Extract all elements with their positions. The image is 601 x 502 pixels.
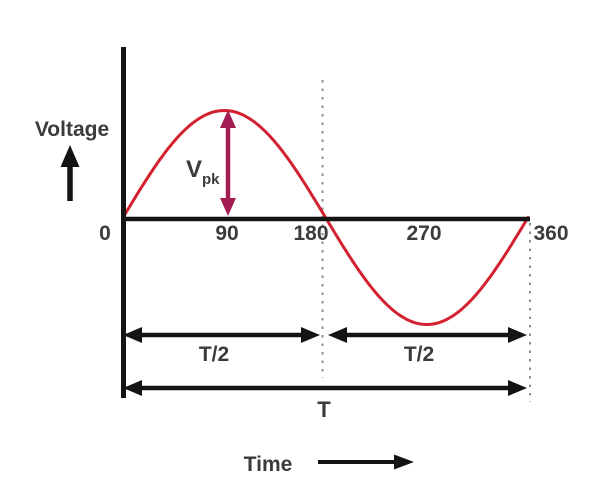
vpk-arrow-head-down-icon <box>220 198 236 216</box>
time-axis-label: Time <box>244 453 293 476</box>
voltage-axis-label: Voltage <box>35 118 109 141</box>
t-half-arrow-right <box>328 327 527 343</box>
time-right-arrow-icon <box>318 454 414 470</box>
t-full-label: T <box>317 397 331 422</box>
tick-label-180: 180 <box>293 222 328 245</box>
arrowhead-right-icon <box>508 380 527 396</box>
vpk-arrow <box>220 110 236 216</box>
arrowhead-left-icon <box>328 327 347 343</box>
t-half-label-right: T/2 <box>404 343 434 366</box>
vpk-label-main: V <box>186 156 202 183</box>
tick-label-360: 360 <box>533 222 568 245</box>
t-half-arrow-left <box>123 327 320 343</box>
t-half-label-left: T/2 <box>199 343 229 366</box>
arrowhead-left-icon <box>123 327 142 343</box>
vpk-label: Vpk <box>186 156 220 188</box>
vpk-label-subscript: pk <box>202 171 220 188</box>
vpk-arrow-head-up-icon <box>220 110 236 128</box>
tick-label-0: 0 <box>99 222 111 245</box>
tick-label-90: 90 <box>215 222 238 245</box>
t-full-arrow <box>123 380 527 396</box>
voltage-up-arrow-icon <box>60 145 80 201</box>
arrowhead-right-icon <box>508 327 527 343</box>
arrowhead-left-icon <box>123 380 142 396</box>
arrowhead-right-icon <box>301 327 320 343</box>
tick-label-270: 270 <box>406 222 441 245</box>
